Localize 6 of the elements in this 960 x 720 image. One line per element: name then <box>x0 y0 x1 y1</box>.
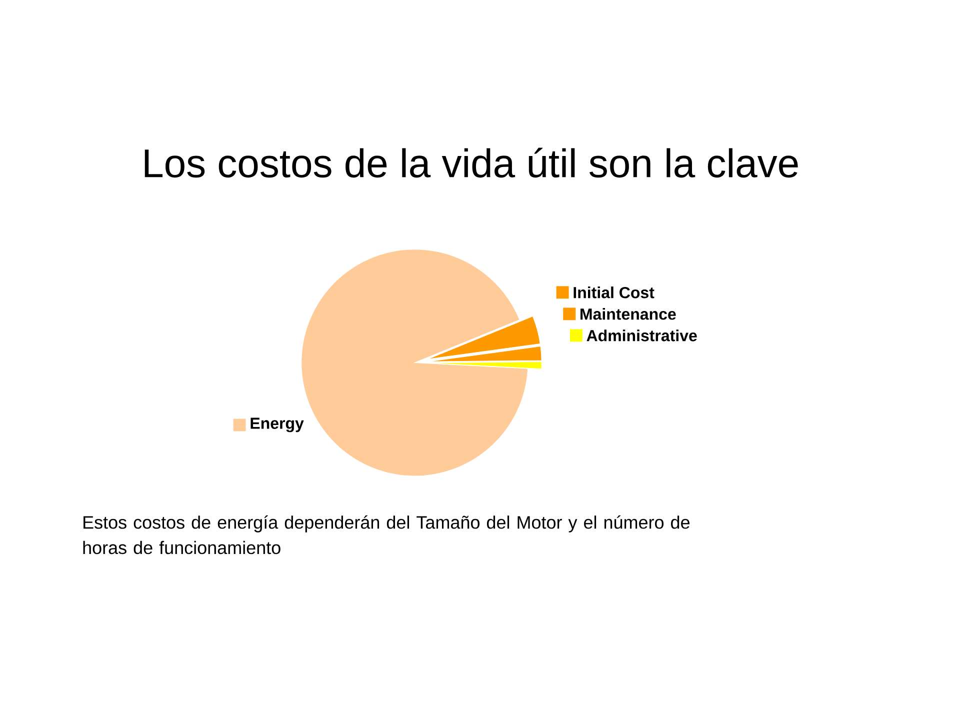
legend-label: Administrative <box>586 330 697 342</box>
legend-label: Initial Cost <box>574 286 654 298</box>
text: Estos costos de energía dependerán del Tamaño del Motor y el número de horas de funcionamiento <box>83 515 690 554</box>
legend-label: Energy <box>250 418 304 432</box>
legend-label: Maintenance <box>580 308 676 320</box>
chart-title: Los costos de la vida útil son la clave <box>144 148 798 178</box>
